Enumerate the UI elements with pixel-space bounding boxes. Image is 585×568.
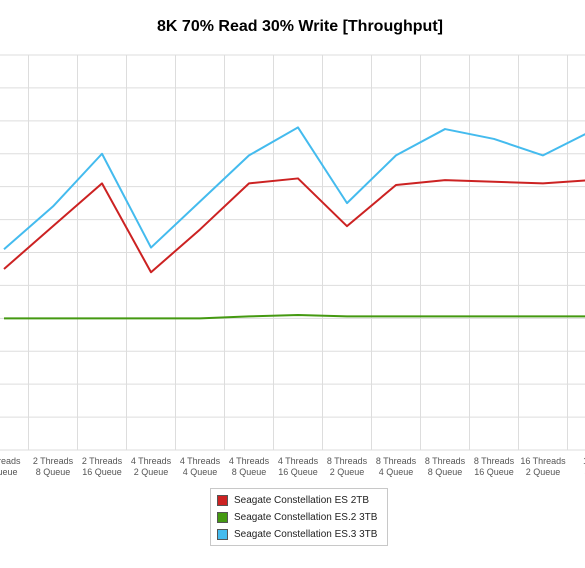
- x-tick-label: 4 Threads: [229, 456, 270, 466]
- x-tick-label: 16 T: [583, 456, 585, 466]
- legend: Seagate Constellation ES 2TB Seagate Con…: [210, 488, 388, 546]
- x-tick-label: 2 Queue: [134, 467, 169, 477]
- series-line-0: [3, 177, 585, 274]
- x-tick-label: 2 Threads: [33, 456, 74, 466]
- legend-item-es2-3tb[interactable]: Seagate Constellation ES.2 3TB: [217, 509, 381, 526]
- x-tick-label: 8 Queue: [36, 467, 71, 477]
- x-tick-label: 8 Queue: [428, 467, 463, 477]
- x-tick-label: 2 Queue: [526, 467, 561, 477]
- grid-layer: [0, 54, 585, 451]
- x-tick-label: 4 Threads: [131, 456, 172, 466]
- legend-label: Seagate Constellation ES.3 3TB: [234, 529, 378, 540]
- x-tick-label: 8 Threads: [425, 456, 466, 466]
- x-tick-label: 16 Queue: [278, 467, 318, 477]
- x-tick-label: 4 Queue: [379, 467, 414, 477]
- legend-swatch: [217, 529, 228, 540]
- x-tick-label: 8 Threads: [376, 456, 417, 466]
- x-tick-label: 8 Threads: [327, 456, 368, 466]
- legend-item-es-2tb[interactable]: Seagate Constellation ES 2TB: [217, 492, 381, 509]
- x-tick-label: 4 Queue: [183, 467, 218, 477]
- x-tick-label: 8 Queue: [232, 467, 267, 477]
- series-line-1: [4, 314, 585, 320]
- x-tick-label: 4 Threads: [180, 456, 221, 466]
- x-tick-label: 2 Queue: [330, 467, 365, 477]
- legend-label: Seagate Constellation ES.2 3TB: [234, 512, 378, 523]
- series-layer: [3, 126, 585, 320]
- x-tick-label: Threads: [0, 456, 21, 466]
- legend-label: Seagate Constellation ES 2TB: [234, 495, 370, 506]
- x-tick-label: Queue: [0, 467, 18, 477]
- x-tick-label: 8 Threads: [474, 456, 515, 466]
- chart-title: 8K 70% Read 30% Write [Throughput]: [157, 18, 443, 35]
- x-tick-label: 2 Threads: [82, 456, 123, 466]
- x-tick-label: 16 Queue: [474, 467, 514, 477]
- x-tick-label: 16 Threads: [520, 456, 566, 466]
- x-tick-label: 16 Queue: [82, 467, 122, 477]
- legend-swatch: [217, 512, 228, 523]
- x-tick-label: 4 Threads: [278, 456, 319, 466]
- legend-item-es3-3tb[interactable]: Seagate Constellation ES.3 3TB: [217, 526, 381, 543]
- series-line-2: [3, 126, 585, 250]
- legend-swatch: [217, 495, 228, 506]
